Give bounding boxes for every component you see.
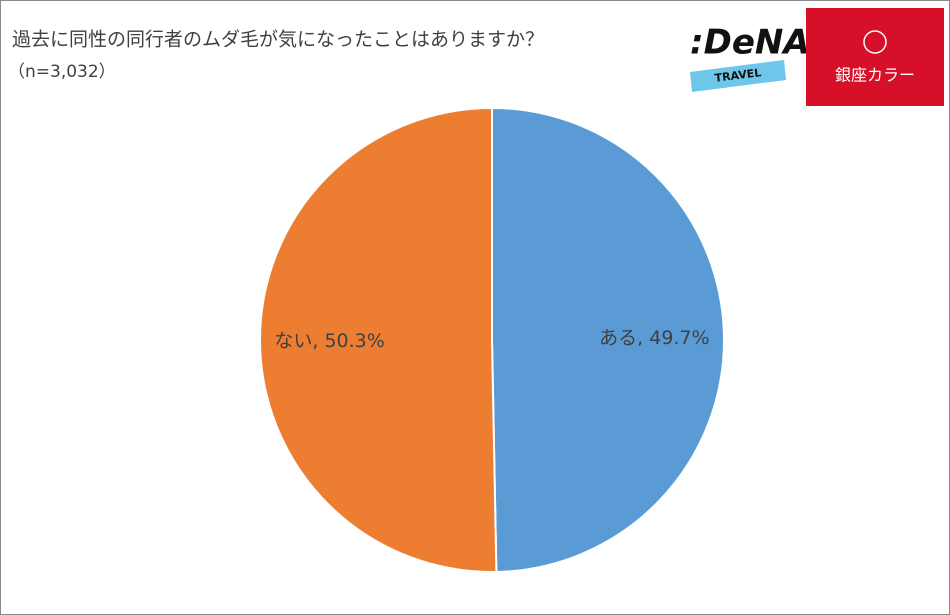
ginza-icon (863, 30, 887, 54)
dena-text: :DeNA (690, 23, 810, 63)
ginza-text: 銀座カラー (835, 66, 915, 85)
dena-band (690, 60, 786, 92)
ginza-box (806, 8, 944, 106)
chart-title: 過去に同性の同行者のムダ毛が気になったことはありますか？ (12, 29, 544, 51)
data-label: ない, 50.3% (274, 330, 384, 352)
pie-slice (259, 106, 498, 573)
chart-subtitle: （n=3,032） (8, 62, 116, 82)
dena-logo: :DeNA TRAVEL (690, 23, 810, 92)
data-label: ある, 49.7% (599, 327, 709, 349)
pie-slice (491, 106, 726, 573)
dena-sub: TRAVEL (714, 66, 762, 85)
ginza-logo: 銀座カラー (806, 8, 944, 106)
